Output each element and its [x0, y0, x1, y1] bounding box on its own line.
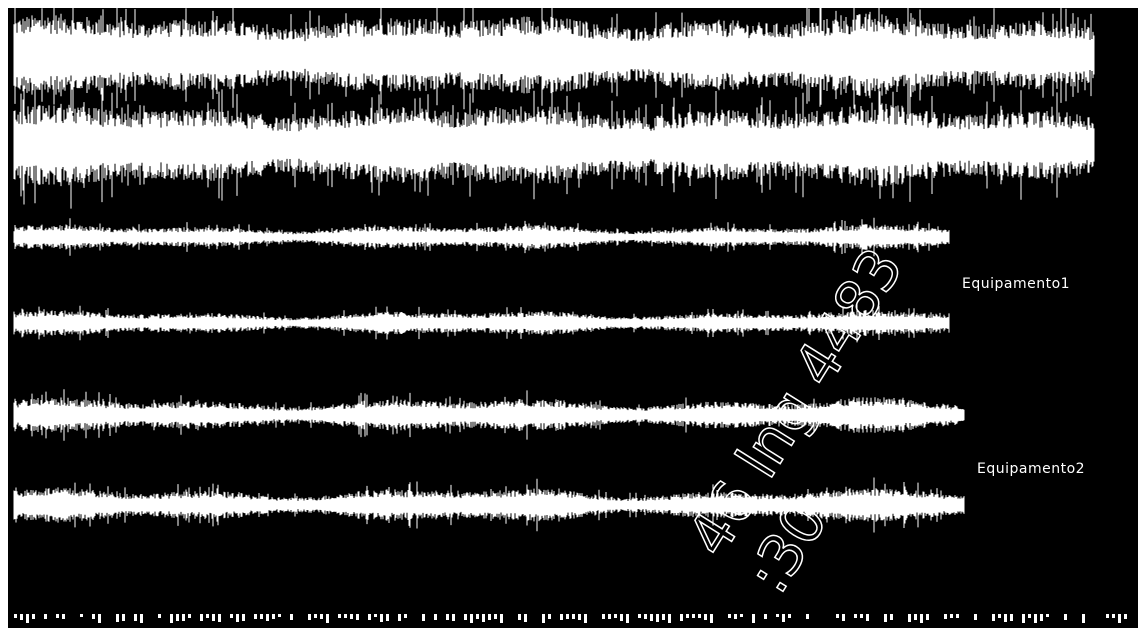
- waveforms: [13, 0, 1127, 623]
- waveform: [13, 389, 965, 441]
- waveform: [13, 81, 1095, 209]
- track-label: Equipamento2: [977, 461, 1085, 477]
- waveform: [13, 0, 1095, 117]
- waveform: [13, 217, 950, 257]
- waveform: [14, 614, 1127, 623]
- track-label: Equipamento1: [962, 276, 1070, 292]
- waveform: [13, 477, 965, 533]
- waveform: [13, 303, 950, 343]
